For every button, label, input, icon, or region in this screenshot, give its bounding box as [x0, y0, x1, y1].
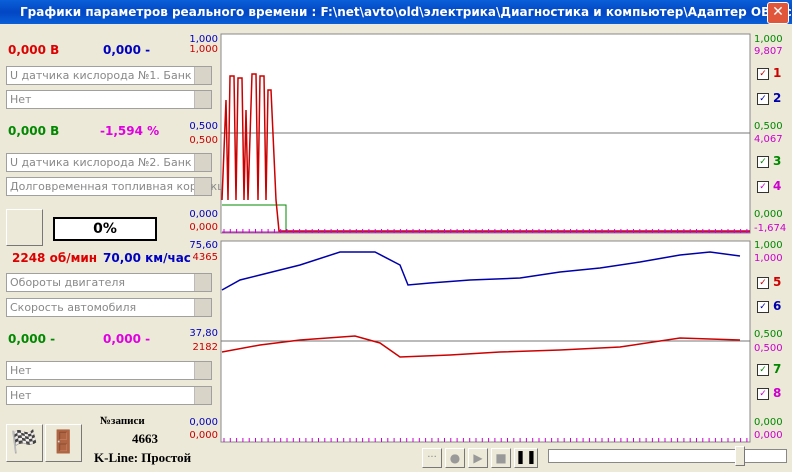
dropdown[interactable]: Скорость автомобиля	[6, 298, 212, 317]
trace	[221, 251, 741, 291]
dropdown[interactable]: U датчика кислорода №2. Банк 1	[6, 153, 212, 172]
checkbox[interactable]: ✓ 1	[757, 66, 781, 80]
dropdown[interactable]: Долговременная топливная коррекц	[6, 177, 225, 196]
value: 0,000 В	[8, 124, 60, 138]
axis-label: 0,000	[189, 209, 218, 220]
checkbox-label: 5	[773, 275, 782, 289]
axis-label: 0,000	[189, 417, 218, 428]
dropdown[interactable]: Нет	[6, 361, 212, 380]
value: 0,000 -	[8, 332, 56, 346]
record-number: 4663	[132, 431, 158, 446]
title-bar: Графики параметров реального времени : F…	[0, 0, 792, 24]
axis-label: 0,000	[754, 430, 783, 441]
window-title: Графики параметров реального времени : F…	[20, 5, 792, 19]
axis-label: 1,000	[189, 44, 218, 55]
checkbox[interactable]: ✓ 4	[757, 179, 781, 193]
checkbox[interactable]: ✓ 6	[757, 299, 781, 313]
progress: 0%	[53, 217, 157, 241]
axis-label: -1,674	[754, 223, 787, 234]
value: 0,000 В	[8, 43, 60, 57]
checkbox[interactable]: ✓ 7	[757, 362, 781, 376]
checkbox-label: 8	[773, 386, 782, 400]
axis-label: 9,807	[754, 46, 783, 57]
axis-label: 4365	[192, 252, 218, 263]
axis-label: 0,500	[754, 329, 783, 340]
axis-label: 0,500	[754, 121, 783, 132]
axis-label: 1,000	[754, 253, 783, 264]
axis-label: 1,000	[754, 34, 783, 45]
stop-button[interactable]: ■	[491, 448, 511, 468]
value: 2248 об/мин	[12, 251, 98, 265]
value: 0,000 -	[103, 43, 151, 57]
checkbox[interactable]: ✓ 8	[757, 386, 781, 400]
flag-button[interactable]: 🏁	[6, 424, 43, 462]
dropdown[interactable]: Обороты двигателя	[6, 273, 212, 292]
trace	[221, 73, 750, 232]
play-button[interactable]: ▶	[468, 448, 488, 468]
checkbox-label: 7	[773, 362, 782, 376]
dropdown[interactable]: Нет	[6, 90, 212, 109]
axis-label: 4,067	[754, 134, 783, 145]
pause-button[interactable]: ❚❚	[514, 448, 538, 468]
axis-label: 1,000	[189, 34, 218, 45]
checkbox-label: 4	[773, 179, 782, 193]
axis-label: 0,500	[754, 343, 783, 354]
axis-label: 0,000	[189, 430, 218, 441]
button[interactable]	[6, 209, 43, 246]
exit-button[interactable]: 🚪	[45, 424, 82, 462]
dropdown[interactable]: Нет	[6, 386, 212, 405]
axis-label: 0,000	[754, 417, 783, 428]
dropdown[interactable]: U датчика кислорода №1. Банк 1	[6, 66, 212, 85]
checkbox-label: 6	[773, 299, 782, 313]
checkbox[interactable]: ✓ 2	[757, 91, 781, 105]
checkbox[interactable]: ✓ 5	[757, 275, 781, 289]
checkbox-label: 3	[773, 154, 782, 168]
ellipsis-button[interactable]: ...	[422, 448, 442, 468]
record-label: №записи	[100, 415, 145, 427]
trace	[221, 335, 741, 358]
value: -1,594 %	[100, 124, 160, 138]
axis-label: 0,000	[754, 209, 783, 220]
axis-label: 2182	[192, 342, 218, 353]
axis-label: 0,500	[189, 121, 218, 132]
axis-label: 0,000	[189, 222, 218, 233]
record-button[interactable]: ●	[445, 448, 465, 468]
axis-label: 0,500	[189, 135, 218, 146]
axis-label: 37,80	[189, 328, 218, 339]
status: K-Line: Простой	[94, 450, 192, 465]
axis-label: 75,60	[189, 240, 218, 251]
value: 0,000 -	[103, 332, 151, 346]
checkbox-label: 1	[773, 66, 782, 80]
slider[interactable]	[548, 449, 787, 463]
checkbox[interactable]: ✓ 3	[757, 154, 781, 168]
slider-thumb[interactable]	[735, 446, 745, 466]
close-button[interactable]: ✕	[767, 2, 789, 24]
value: 70,00 км/час	[103, 251, 191, 265]
checkbox-label: 2	[773, 91, 782, 105]
axis-label: 1,000	[754, 240, 783, 251]
